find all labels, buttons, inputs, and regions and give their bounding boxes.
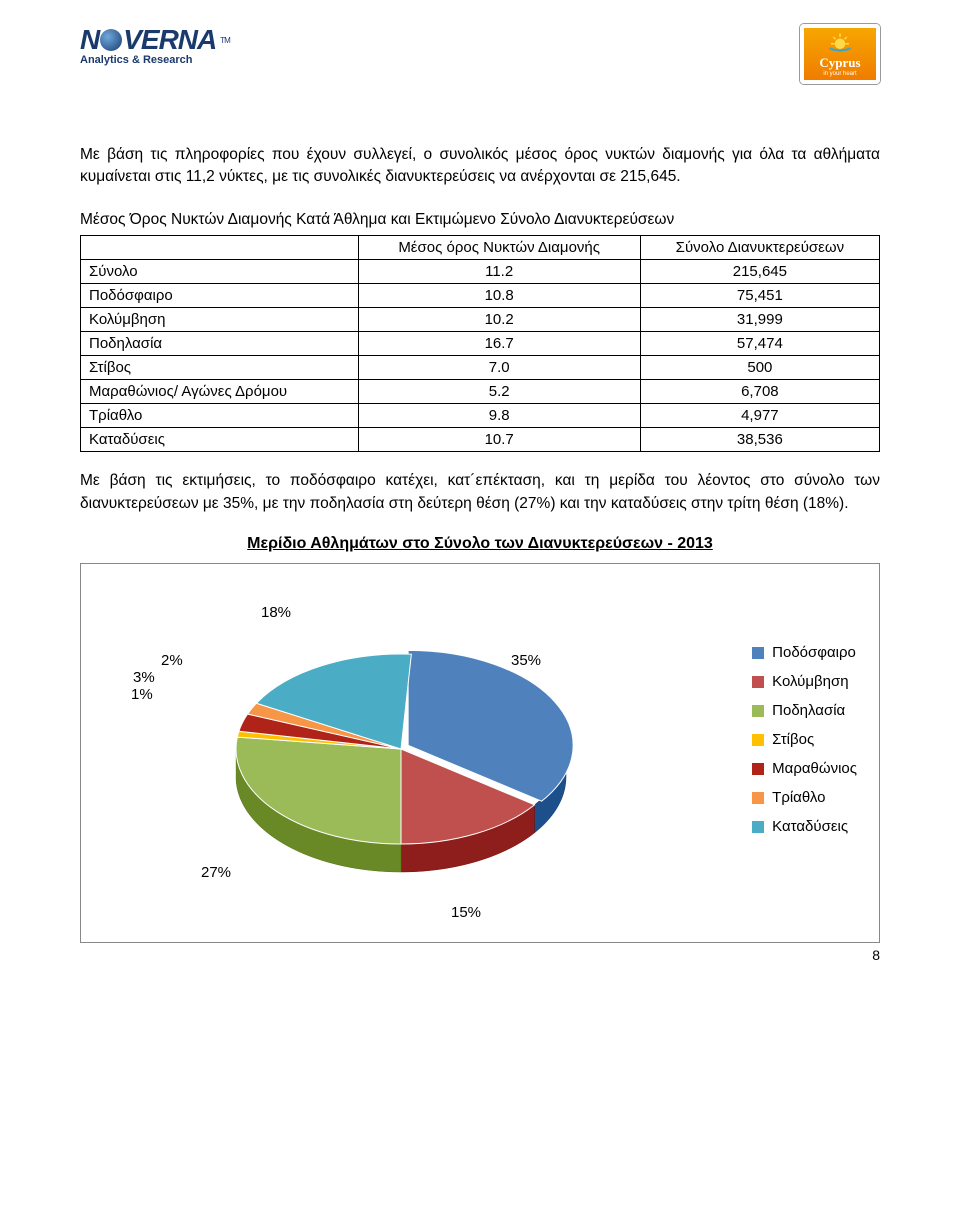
row-avg: 7.0 — [358, 356, 640, 380]
intro-paragraph: Με βάση τις πληροφορίες που έχουν συλλεγ… — [80, 144, 880, 189]
page-number: 8 — [872, 947, 880, 963]
legend-label: Καταδύσεις — [772, 818, 848, 835]
row-total: 75,451 — [640, 284, 879, 308]
noverna-logo: NVERNATM — [80, 24, 280, 56]
pct-label: 1% — [131, 686, 153, 703]
row-total: 57,474 — [640, 332, 879, 356]
legend-label: Κολύμβηση — [772, 673, 848, 690]
pct-label: 35% — [511, 652, 541, 669]
row-label: Κολύμβηση — [81, 308, 359, 332]
nights-table: Μέσος όρος Νυκτών Διαμονής Σύνολο Διανυκ… — [80, 235, 880, 452]
pie-chart-frame: 35%15%27%1%3%2%18% ΠοδόσφαιροΚολύμβησηΠο… — [80, 563, 880, 943]
row-label: Καταδύσεις — [81, 428, 359, 452]
legend-item: Μαραθώνιος — [752, 760, 857, 777]
legend-item: Κολύμβηση — [752, 673, 857, 690]
legend-swatch — [752, 792, 764, 804]
row-total: 6,708 — [640, 380, 879, 404]
row-label: Στίβος — [81, 356, 359, 380]
row-avg: 10.2 — [358, 308, 640, 332]
sun-icon — [825, 31, 855, 55]
row-avg: 10.7 — [358, 428, 640, 452]
pie-chart: 35%15%27%1%3%2%18% ΠοδόσφαιροΚολύμβησηΠο… — [91, 584, 869, 932]
cyprus-title: Cyprus — [819, 55, 860, 71]
row-avg: 11.2 — [358, 260, 640, 284]
noverna-subtitle: Analytics & Research — [80, 54, 280, 66]
legend-label: Τρίαθλο — [772, 789, 825, 806]
table-caption: Μέσος Όρος Νυκτών Διαμονής Κατά Άθλημα κ… — [80, 209, 880, 231]
legend-label: Στίβος — [772, 731, 814, 748]
legend-label: Ποδηλασία — [772, 702, 845, 719]
pct-label: 2% — [161, 652, 183, 669]
row-total: 215,645 — [640, 260, 879, 284]
pct-label: 3% — [133, 669, 155, 686]
legend-swatch — [752, 647, 764, 659]
chart-legend: Ποδόσφαιρο Κολύμβηση Ποδηλασία Στίβος Μαραθώ… — [752, 644, 857, 847]
table-row: Ποδηλασία16.757,474 — [81, 332, 880, 356]
row-total: 38,536 — [640, 428, 879, 452]
legend-swatch — [752, 705, 764, 717]
table-row: Τρίαθλο9.84,977 — [81, 404, 880, 428]
th-total: Σύνολο Διανυκτερεύσεων — [640, 236, 879, 260]
th-avg: Μέσος όρος Νυκτών Διαμονής — [358, 236, 640, 260]
row-avg: 5.2 — [358, 380, 640, 404]
chart-title: Μερίδιο Αθλημάτων στο Σύνολο των Διανυκτ… — [80, 535, 880, 553]
row-avg: 9.8 — [358, 404, 640, 428]
pie-svg — [221, 634, 581, 894]
legend-item: Ποδόσφαιρο — [752, 644, 857, 661]
row-avg: 16.7 — [358, 332, 640, 356]
pct-label: 18% — [261, 604, 291, 621]
legend-label: Μαραθώνιος — [772, 760, 857, 777]
pct-label: 27% — [201, 864, 231, 881]
legend-swatch — [752, 734, 764, 746]
legend-item: Καταδύσεις — [752, 818, 857, 835]
pct-label: 15% — [451, 904, 481, 921]
row-label: Σύνολο — [81, 260, 359, 284]
table-row: Ποδόσφαιρο10.875,451 — [81, 284, 880, 308]
table-row: Κολύμβηση10.231,999 — [81, 308, 880, 332]
row-label: Ποδόσφαιρο — [81, 284, 359, 308]
legend-item: Ποδηλασία — [752, 702, 857, 719]
row-label: Μαραθώνιος/ Αγώνες Δρόμου — [81, 380, 359, 404]
legend-swatch — [752, 676, 764, 688]
legend-swatch — [752, 763, 764, 775]
page-header: NVERNATM Analytics & Research Cypru — [80, 24, 880, 84]
row-total: 31,999 — [640, 308, 879, 332]
row-avg: 10.8 — [358, 284, 640, 308]
table-row: Μαραθώνιος/ Αγώνες Δρόμου5.26,708 — [81, 380, 880, 404]
table-row: Στίβος7.0500 — [81, 356, 880, 380]
globe-icon — [100, 29, 122, 51]
table-row: Σύνολο11.2215,645 — [81, 260, 880, 284]
logo-right: Cyprus in your heart — [790, 24, 880, 84]
row-label: Ποδηλασία — [81, 332, 359, 356]
row-total: 500 — [640, 356, 879, 380]
analysis-paragraph: Με βάση τις εκτιμήσεις, το ποδόσφαιρο κα… — [80, 470, 880, 515]
cyprus-badge: Cyprus in your heart — [800, 24, 880, 84]
legend-item: Τρίαθλο — [752, 789, 857, 806]
legend-item: Στίβος — [752, 731, 857, 748]
table-row: Καταδύσεις10.738,536 — [81, 428, 880, 452]
logo-left: NVERNATM Analytics & Research — [80, 24, 280, 66]
legend-swatch — [752, 821, 764, 833]
cyprus-sub: in your heart — [823, 71, 856, 77]
th-blank — [81, 236, 359, 260]
legend-label: Ποδόσφαιρο — [772, 644, 856, 661]
row-label: Τρίαθλο — [81, 404, 359, 428]
row-total: 4,977 — [640, 404, 879, 428]
